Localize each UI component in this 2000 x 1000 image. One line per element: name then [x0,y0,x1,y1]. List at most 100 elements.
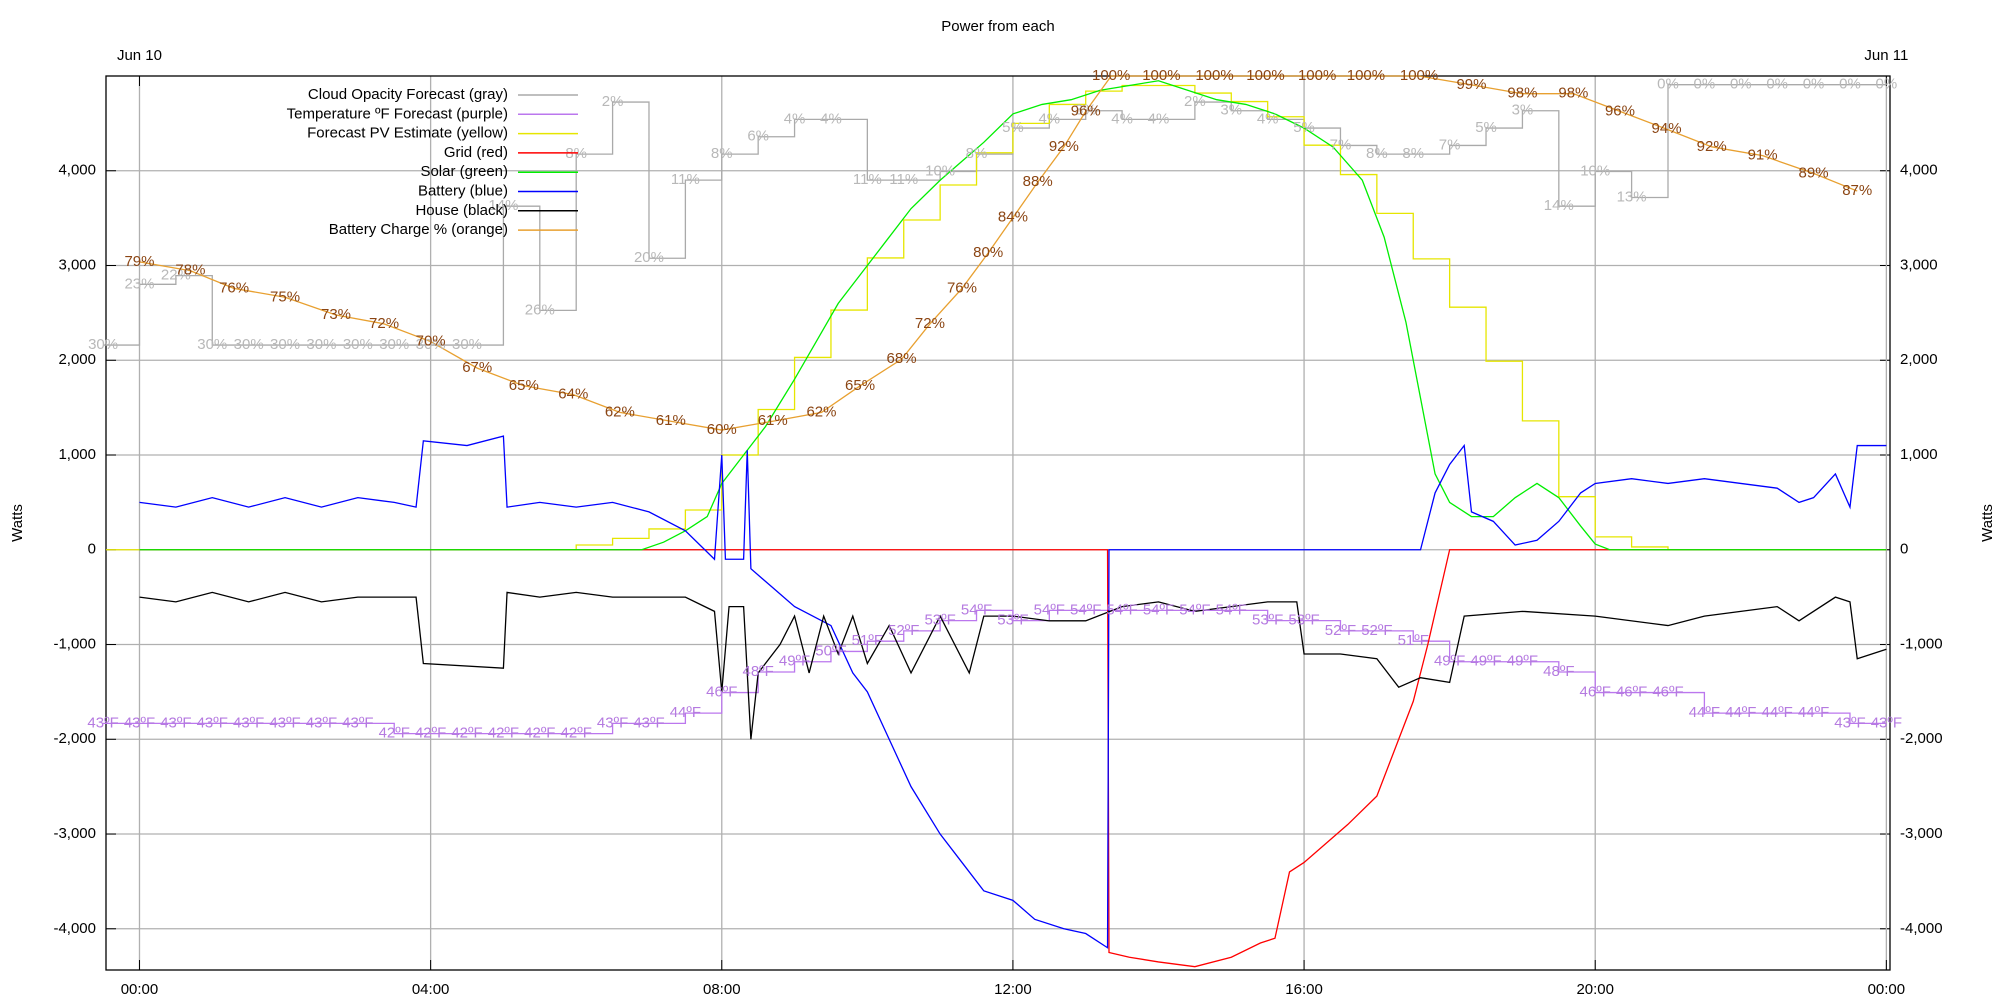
data-label: 60% [707,421,737,438]
data-label: 46ºF [1580,684,1611,701]
data-label: 30% [452,336,482,353]
data-label: 100% [1195,67,1233,84]
data-label: 54ºF [961,601,992,618]
data-label: 52ºF [1361,622,1392,639]
x-tick-label: 16:00 [1285,981,1323,998]
data-label: 48ºF [743,663,774,680]
y-tick-label: -4,000 [53,920,96,937]
data-label: 54ºF [1179,601,1210,618]
data-label: 88% [1023,173,1053,190]
data-label: 26% [525,301,555,318]
data-label: 43ºF [633,714,664,731]
data-label: 61% [758,412,788,429]
data-label: 30% [416,336,446,353]
data-label: 30% [270,336,300,353]
series-line [139,80,1887,551]
x-tick-label: 04:00 [412,981,450,998]
data-label: 42ºF [379,725,410,742]
legend-label: Cloud Opacity Forecast (gray) [308,86,508,103]
data-label: 10% [925,162,955,179]
x-tick-label: 12:00 [994,981,1032,998]
y-tick-label: -1,000 [53,635,96,652]
series-line [103,609,1887,735]
y-tick-label: 3,000 [58,256,96,273]
data-label: 67% [462,359,492,376]
data-label: 100% [1347,67,1385,84]
data-label: 76% [219,279,249,296]
data-label: 65% [509,377,539,394]
x2-tick-label: Jun 10 [117,47,162,64]
data-label: 5% [1293,119,1315,136]
data-label: 30% [343,336,373,353]
data-label: 61% [656,412,686,429]
data-label: 14% [488,197,518,214]
data-label: 51ºF [1398,632,1429,649]
data-label: 0% [1803,76,1825,93]
data-label: 96% [1605,102,1635,119]
data-label: 72% [915,315,945,332]
data-label: 6% [747,128,769,145]
legend-label: Battery Charge % (orange) [329,221,508,238]
y2-tick-label: -2,000 [1900,730,1943,747]
data-label: 49ºF [1434,653,1465,670]
data-label: 30% [197,336,227,353]
data-label: 4% [820,110,842,127]
data-label: 11% [889,171,918,188]
data-label: 100% [1246,67,1284,84]
data-label: 2% [602,93,624,110]
data-label: 4% [1038,110,1060,127]
data-label: 72% [369,315,399,332]
data-label: 7% [1439,136,1461,153]
legend-label: House (black) [415,202,508,219]
data-label: 44ºF [1798,704,1829,721]
data-label: 43ºF [197,714,228,731]
y2-tick-label: 2,000 [1900,351,1938,368]
data-label: 11% [671,171,700,188]
data-label: 80% [973,244,1003,261]
data-label: 43ºF [342,714,373,731]
data-label: 49ºF [1507,653,1538,670]
data-label: 4% [1148,110,1170,127]
data-label: 20% [634,249,664,266]
legend-label: Battery (blue) [418,182,508,199]
data-label: 43ºF [269,714,300,731]
data-label: 23% [124,275,154,292]
y-tick-label: 1,000 [58,446,96,463]
data-label: 5% [1002,119,1024,136]
series-line [139,549,1887,968]
data-label: 3% [1075,102,1097,119]
data-label: 42ºF [451,725,482,742]
data-label: 76% [947,279,977,296]
data-label: 64% [558,386,588,403]
data-label: 89% [1799,164,1829,181]
y-tick-label: -2,000 [53,730,96,747]
y-tick-label: 2,000 [58,351,96,368]
data-label: 91% [1748,147,1778,164]
data-label: 43ºF [1834,714,1865,731]
data-label: 4% [1257,110,1279,127]
data-label: 53ºF [1252,612,1283,629]
data-label: 100% [1298,67,1336,84]
data-label: 2% [1184,93,1206,110]
legend-label: Solar (green) [420,163,508,180]
data-label: 43ºF [1871,714,1902,731]
data-label: 42ºF [561,725,592,742]
data-label: 50ºF [815,642,846,659]
data-label: 99% [1456,76,1486,93]
y-tick-label: 0 [88,541,96,558]
data-label: 46ºF [1652,684,1683,701]
x-tick-label: 00:00 [1868,981,1906,998]
data-label: 43ºF [306,714,337,731]
y2-tick-label: -1,000 [1900,635,1943,652]
series-line [139,591,1887,740]
y2-tick-label: -3,000 [1900,825,1943,842]
data-label: 54ºF [1070,601,1101,618]
data-label: 52ºF [888,622,919,639]
data-label: 73% [321,306,351,323]
x-tick-label: 00:00 [121,981,159,998]
data-label: 0% [1657,76,1679,93]
data-label: 94% [1652,120,1682,137]
